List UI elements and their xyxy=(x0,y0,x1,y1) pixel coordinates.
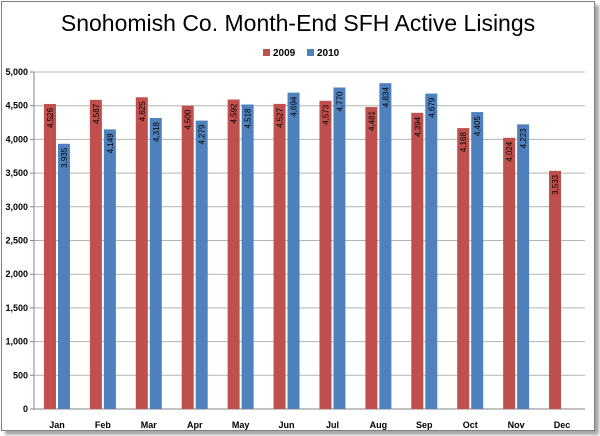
x-axis: Jan Feb Mar Apr May Jun Jul Aug Sep Oct Nov Dec xyxy=(49,420,570,430)
bar-2009-Dec xyxy=(549,170,562,409)
data-label: 4,592 xyxy=(230,103,239,124)
legend: 2009 2010 xyxy=(263,48,340,59)
x-tick-label: Apr xyxy=(187,420,203,430)
y-axis: 0 500 1,000 1,500 2,000 2,500 3,000 3,500 4,000 4… xyxy=(5,67,35,414)
data-label: 4,394 xyxy=(413,116,422,137)
legend-label-2009: 2009 xyxy=(273,48,296,59)
data-label: 4,168 xyxy=(459,132,468,153)
x-tick-label: Aug xyxy=(370,420,388,430)
bar-2009-Feb xyxy=(89,99,102,410)
bar-2010-Sep xyxy=(425,93,438,409)
y-tick-label: 3,500 xyxy=(5,168,28,178)
bar-2010-Jul xyxy=(333,87,346,409)
legend-swatch-2010 xyxy=(307,49,314,56)
bar-2009-Aug xyxy=(365,106,378,410)
data-label: 4,679 xyxy=(427,97,436,118)
gridlines xyxy=(34,71,585,410)
bar-2009-Jun xyxy=(273,103,286,410)
data-label: 4,573 xyxy=(321,104,330,125)
data-label: 4,149 xyxy=(106,133,115,154)
x-tick-label: Oct xyxy=(463,420,478,430)
y-tick-label: 2,000 xyxy=(5,269,28,279)
data-label: 4,279 xyxy=(198,124,207,145)
bar-2010-May xyxy=(241,104,254,409)
y-tick-label: 1,000 xyxy=(5,337,28,347)
x-tick-label: Nov xyxy=(508,420,525,430)
bar-2010-Aug xyxy=(379,83,392,409)
y-tick-label: 2,500 xyxy=(5,236,28,246)
x-tick-label: Feb xyxy=(95,420,112,430)
x-tick-label: Mar xyxy=(141,420,158,430)
bar-2009-Sep xyxy=(411,112,424,410)
y-tick-label: 3,000 xyxy=(5,202,28,212)
data-label: 3,533 xyxy=(551,174,560,195)
x-tick-label: Jul xyxy=(326,420,339,430)
x-tick-label: Dec xyxy=(554,420,571,430)
y-tick-label: 0 xyxy=(23,404,28,414)
y-tick-label: 5,000 xyxy=(5,67,28,77)
bar-2009-Jan xyxy=(43,103,56,409)
bar-2010-Mar xyxy=(149,117,162,409)
bar-2010-Feb xyxy=(103,129,116,409)
data-label: 4,526 xyxy=(46,107,55,128)
bars: 4,526 3,935 4,587 4,149 4,625 4,318 4,500 4,279… xyxy=(43,83,562,410)
data-label: 4,405 xyxy=(473,116,482,137)
data-label: 4,500 xyxy=(184,109,193,130)
bar-2009-Apr xyxy=(181,105,194,409)
data-label: 3,935 xyxy=(60,147,69,168)
chart-title: Snohomish Co. Month-End SFH Active Lisin… xyxy=(61,10,535,36)
data-label: 4,587 xyxy=(92,103,101,124)
data-label: 4,694 xyxy=(290,96,299,117)
legend-label-2010: 2010 xyxy=(317,48,340,59)
data-label: 4,318 xyxy=(152,121,161,142)
y-tick-label: 4,500 xyxy=(5,101,28,111)
y-tick-label: 500 xyxy=(13,370,28,380)
x-tick-label: Jun xyxy=(279,420,295,430)
bar-2009-Nov xyxy=(503,137,516,409)
bar-2010-Jan xyxy=(57,143,70,409)
legend-swatch-2009 xyxy=(263,49,270,56)
x-tick-label: Sep xyxy=(416,420,433,430)
bar-2009-May xyxy=(227,99,240,409)
x-tick-label: Jan xyxy=(49,420,65,430)
bar-2009-Mar xyxy=(135,97,148,410)
bar-2009-Oct xyxy=(457,128,470,410)
data-label: 4,770 xyxy=(335,91,344,112)
y-tick-label: 1,500 xyxy=(5,303,28,313)
bar-2009-Jul xyxy=(319,100,332,410)
bar-2010-Jun xyxy=(287,92,300,410)
data-label: 4,518 xyxy=(244,108,253,129)
data-label: 4,834 xyxy=(381,87,390,108)
data-label: 4,223 xyxy=(519,128,528,149)
bar-2010-Nov xyxy=(517,124,530,409)
data-label: 4,625 xyxy=(138,101,147,122)
y-tick-label: 4,000 xyxy=(5,134,28,144)
data-label: 4,481 xyxy=(367,110,376,131)
x-tick-label: May xyxy=(232,420,250,430)
bar-2010-Oct xyxy=(471,112,484,409)
bar-2010-Apr xyxy=(195,120,208,409)
data-label: 4,527 xyxy=(276,107,285,128)
data-label: 4,024 xyxy=(505,141,514,162)
